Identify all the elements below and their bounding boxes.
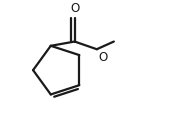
Text: O: O <box>99 51 108 64</box>
Text: O: O <box>70 2 79 15</box>
